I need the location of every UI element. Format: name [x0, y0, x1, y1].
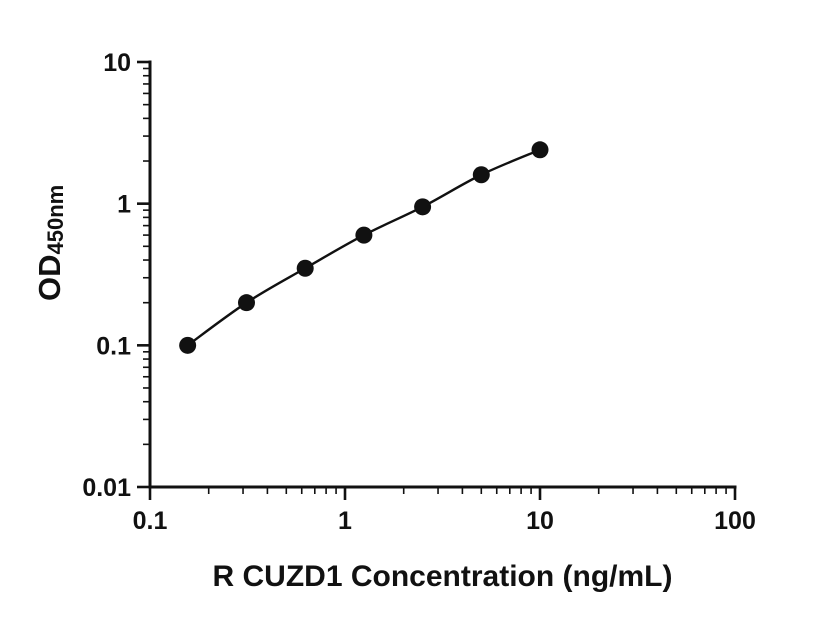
data-point [414, 198, 432, 216]
y-axis-label: OD450nm [32, 185, 68, 302]
data-point [355, 226, 373, 244]
x-tick-label: 1 [338, 507, 352, 535]
y-axis-label-subscript: 450nm [43, 184, 68, 255]
y-tick-label: 10 [103, 49, 131, 77]
x-axis-label: R CUZD1 Concentration (ng/mL) [212, 560, 673, 593]
y-tick-label: 0.01 [82, 474, 131, 502]
data-point [531, 141, 549, 159]
y-axis-label-main: OD [32, 254, 67, 302]
data-point [296, 259, 314, 277]
y-tick-label: 0.1 [96, 332, 131, 360]
x-tick-label: 100 [714, 507, 756, 535]
x-tick-label: 10 [526, 507, 554, 535]
data-point [472, 166, 490, 184]
y-tick-label: 1 [117, 191, 131, 219]
data-point [237, 294, 255, 312]
data-point [179, 336, 197, 354]
axis-lines [148, 60, 737, 489]
x-tick-label: 0.1 [133, 507, 168, 535]
